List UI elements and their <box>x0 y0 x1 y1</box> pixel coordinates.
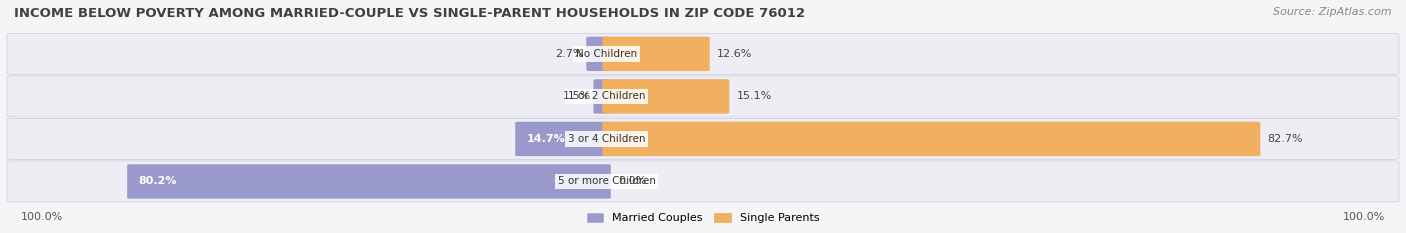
FancyBboxPatch shape <box>7 161 1399 202</box>
Text: 12.6%: 12.6% <box>717 49 752 59</box>
Text: 2.7%: 2.7% <box>555 49 583 59</box>
FancyBboxPatch shape <box>586 37 610 71</box>
Text: 5 or more Children: 5 or more Children <box>558 176 655 186</box>
FancyBboxPatch shape <box>7 33 1399 75</box>
Text: Source: ZipAtlas.com: Source: ZipAtlas.com <box>1274 7 1392 17</box>
FancyBboxPatch shape <box>602 79 730 114</box>
Text: 100.0%: 100.0% <box>21 212 63 222</box>
Text: 100.0%: 100.0% <box>1343 212 1385 222</box>
FancyBboxPatch shape <box>7 76 1399 117</box>
Legend: Married Couples, Single Parents: Married Couples, Single Parents <box>582 208 824 227</box>
Text: 15.1%: 15.1% <box>737 91 772 101</box>
Text: INCOME BELOW POVERTY AMONG MARRIED-COUPLE VS SINGLE-PARENT HOUSEHOLDS IN ZIP COD: INCOME BELOW POVERTY AMONG MARRIED-COUPL… <box>14 7 806 20</box>
FancyBboxPatch shape <box>515 122 610 156</box>
FancyBboxPatch shape <box>602 122 1260 156</box>
FancyBboxPatch shape <box>127 164 610 199</box>
Text: 0.0%: 0.0% <box>617 176 645 186</box>
Text: 1 or 2 Children: 1 or 2 Children <box>568 91 645 101</box>
Text: 1.5%: 1.5% <box>562 91 591 101</box>
Text: 3 or 4 Children: 3 or 4 Children <box>568 134 645 144</box>
Text: 80.2%: 80.2% <box>138 176 177 186</box>
FancyBboxPatch shape <box>593 79 610 114</box>
Text: 82.7%: 82.7% <box>1267 134 1303 144</box>
Text: 14.7%: 14.7% <box>526 134 565 144</box>
FancyBboxPatch shape <box>602 37 710 71</box>
FancyBboxPatch shape <box>7 118 1399 159</box>
Text: No Children: No Children <box>576 49 637 59</box>
